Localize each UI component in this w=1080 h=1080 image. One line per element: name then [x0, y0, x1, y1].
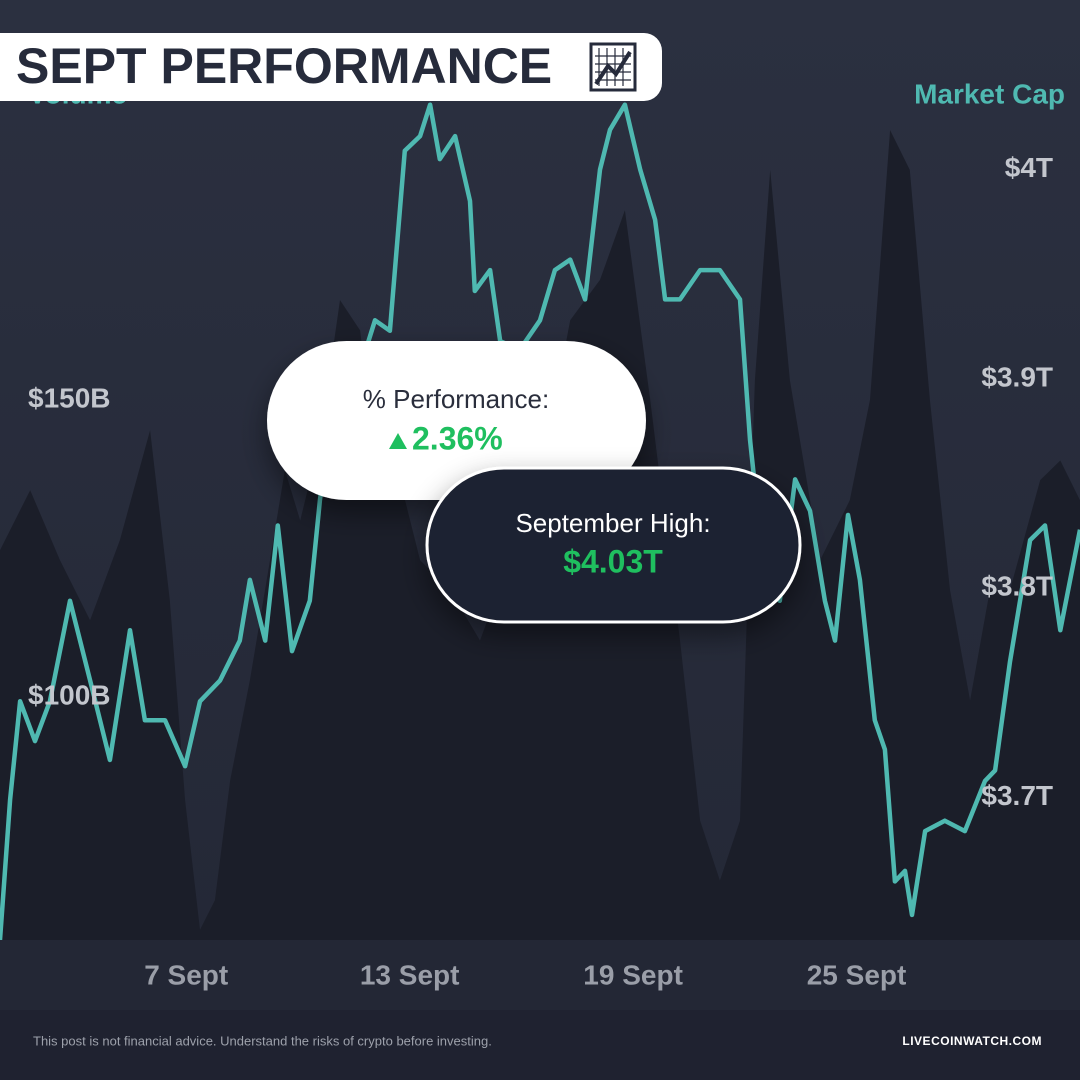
performance-callout [267, 341, 646, 500]
high-callout [425, 466, 802, 624]
chart-title: SEPT PERFORMANCE [16, 38, 552, 94]
x-tick-label: 7 Sept [144, 959, 228, 990]
callout-background [425, 466, 802, 624]
disclaimer: This post is not financial advice. Under… [33, 1033, 492, 1048]
market-cap-line [0, 102, 1080, 941]
callout-value: $4.03T [563, 543, 663, 579]
callout-label: September High: [515, 508, 710, 538]
y2-tick-label: $4T [1005, 152, 1053, 183]
up-triangle [389, 433, 407, 449]
footer-band [0, 1010, 1080, 1080]
title-background [0, 33, 662, 101]
chart-icon [589, 42, 637, 92]
callout-value: 2.36% [412, 420, 503, 456]
y2-tick-label: $3.8T [981, 571, 1053, 602]
x-tick-label: 25 Sept [807, 959, 907, 990]
x-tick-label: 13 Sept [360, 959, 460, 990]
y-tick-label: $150B [28, 382, 111, 413]
callout-label: % Performance: [363, 384, 549, 414]
y2-tick-label: $3.7T [981, 780, 1053, 811]
title-banner: SEPT PERFORMANCE [0, 33, 662, 101]
callout-background [267, 341, 646, 500]
icon-line [594, 50, 632, 86]
y2-tick-label: $3.9T [981, 361, 1053, 392]
x-tick-label: 19 Sept [583, 959, 683, 990]
y2-axis-label: Market Cap [914, 78, 1065, 109]
x-axis-band [0, 940, 1080, 1010]
brand: LIVECOINWATCH.COM [902, 1034, 1042, 1048]
y-tick-label: $100B [28, 679, 111, 710]
